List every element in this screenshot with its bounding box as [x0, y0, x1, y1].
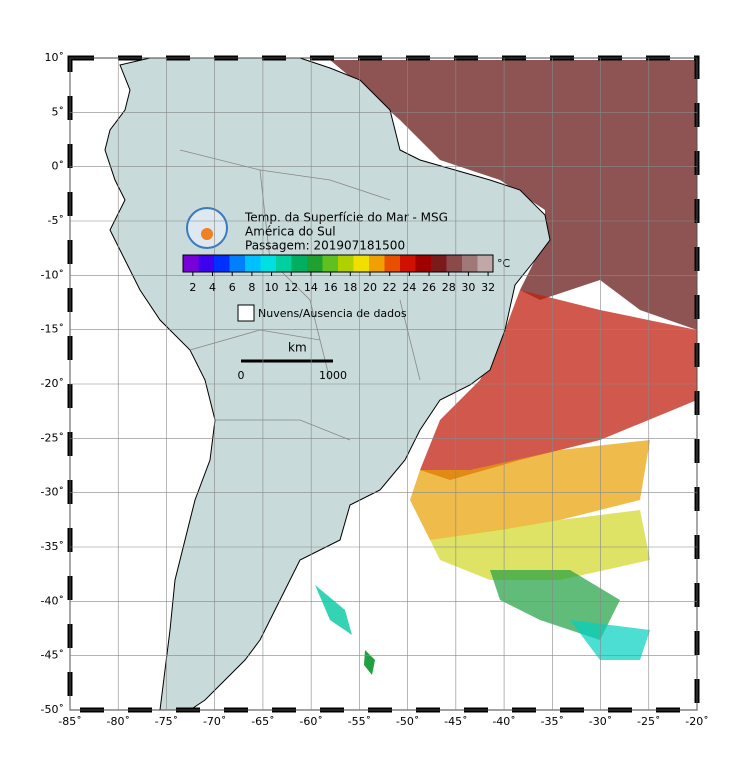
colorbar-segment	[353, 255, 370, 272]
colorbar-segment	[338, 255, 354, 272]
colorbar-tick-label: 24	[402, 281, 416, 294]
colorbar-tick-label: 20	[363, 281, 377, 294]
lon-tick-label: -75˚	[155, 715, 178, 728]
lon-tick-label: -70˚	[203, 715, 226, 728]
lat-tick-label: -35˚	[41, 540, 64, 553]
colorbar-segment	[369, 255, 385, 272]
pass: Passagem: 201907181500	[245, 239, 405, 253]
colorbar-tick-label: 26	[422, 281, 436, 294]
legend-swatch	[237, 304, 255, 322]
colorbar-tick-label: 6	[229, 281, 236, 294]
lon-tick-label: -55˚	[348, 715, 371, 728]
colorbar-segment	[307, 255, 323, 272]
lat-tick-label: 10˚	[45, 51, 65, 64]
lon-tick-label: -50˚	[396, 715, 419, 728]
colorbar-segment	[291, 255, 308, 272]
colorbar-segment	[260, 255, 277, 272]
lat-tick-label: 5˚	[52, 105, 65, 118]
sst-green	[364, 650, 375, 675]
lon-tick-label: -30˚	[589, 715, 612, 728]
scale-end: 1000	[319, 369, 347, 382]
lon-tick-label: -25˚	[637, 715, 660, 728]
colorbar-segment	[415, 255, 432, 272]
colorbar-segment	[183, 255, 199, 272]
colorbar-frame	[182, 254, 494, 273]
colorbar-segment	[384, 255, 401, 272]
colorbar-segment	[245, 255, 261, 272]
colorbar-segment	[198, 255, 215, 272]
colorbar-tick-label: 22	[383, 281, 397, 294]
sst-warm	[330, 60, 697, 330]
colorbar-tick-label: 14	[304, 281, 318, 294]
sst-red	[420, 290, 697, 480]
lon-tick-label: -45˚	[444, 715, 467, 728]
lat-tick-label: -40˚	[41, 594, 64, 607]
colorbar-segment	[462, 255, 478, 272]
region: América do Sul	[245, 225, 336, 239]
lat-tick-label: -45˚	[41, 649, 64, 662]
lon-tick-label: -35˚	[541, 715, 564, 728]
colorbar-segment	[214, 255, 230, 272]
colorbar-tick-label: 10	[265, 281, 279, 294]
title: Temp. da Superfície do Mar - MSG	[244, 211, 448, 225]
colorbar-tick-label: 8	[248, 281, 255, 294]
sst-yellow	[430, 510, 650, 580]
scale-start: 0	[238, 369, 245, 382]
lon-tick-label: -20˚	[685, 715, 708, 728]
lat-tick-label: -25˚	[41, 431, 64, 444]
colorbar-tick-label: 30	[461, 281, 475, 294]
colorbar-segment	[431, 255, 447, 272]
sst-field	[315, 60, 697, 675]
sst-orange	[410, 440, 650, 540]
lat-tick-label: -30˚	[41, 486, 64, 499]
colorbar-tick-label: 16	[324, 281, 338, 294]
colorbar-tick-label: 28	[442, 281, 456, 294]
sst-cyan	[570, 620, 650, 660]
legend-label: Nuvens/Ausencia de dados	[258, 307, 407, 320]
colorbar-segment	[446, 255, 463, 272]
lon-tick-label: -80˚	[106, 715, 129, 728]
colorbar-tick-label: 4	[209, 281, 216, 294]
lat-tick-label: -50˚	[41, 703, 64, 716]
colorbar-segment	[477, 255, 494, 272]
logo-dot	[201, 228, 213, 240]
lon-tick-label: -40˚	[492, 715, 515, 728]
colorbar-tick-label: 2	[189, 281, 196, 294]
colorbar-segment	[400, 255, 416, 272]
lat-tick-label: -5˚	[48, 214, 64, 227]
colorbar-unit: °C	[497, 257, 511, 270]
colorbar-segment	[276, 255, 292, 272]
lat-tick-label: -10˚	[41, 268, 64, 281]
lon-tick-label: -65˚	[251, 715, 274, 728]
colorbar-tick-label: 12	[284, 281, 298, 294]
colorbar-tick-label: 18	[343, 281, 357, 294]
borders	[179, 149, 421, 441]
scale-unit: km	[288, 341, 307, 355]
colorbar-tick-label: 32	[481, 281, 495, 294]
colorbar-segment	[229, 255, 246, 272]
sst-cyan	[315, 585, 352, 635]
lat-tick-label: -20˚	[41, 377, 64, 390]
lat-tick-label: 0˚	[52, 160, 65, 173]
lon-tick-label: -60˚	[299, 715, 322, 728]
lat-tick-label: -15˚	[41, 323, 64, 336]
lon-tick-label: -85˚	[58, 715, 81, 728]
colorbar-segment	[322, 255, 339, 272]
